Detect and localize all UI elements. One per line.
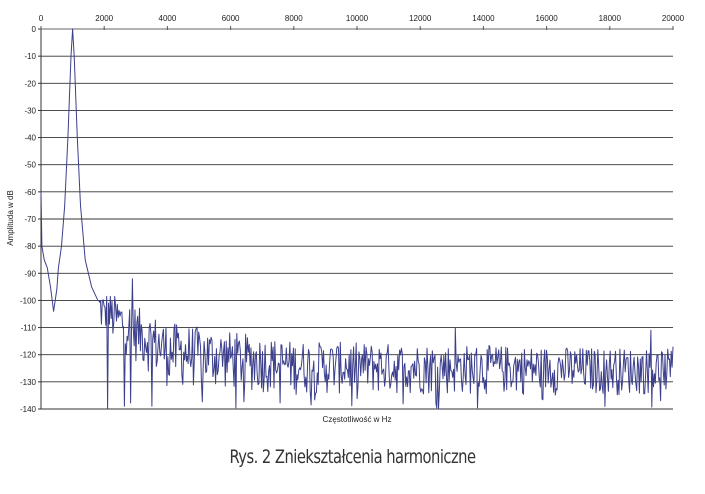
- x-tick-label: 16000: [535, 14, 558, 23]
- y-tick-label: -110: [21, 324, 37, 333]
- x-tick-label: 12000: [409, 14, 432, 23]
- x-tick-label: 18000: [599, 14, 622, 23]
- y-tick-label: -60: [24, 188, 36, 197]
- y-tick-label: -70: [24, 215, 36, 224]
- x-axis-title: Częstotliwość w Hz: [323, 415, 392, 424]
- x-tick-label: 20000: [662, 14, 685, 23]
- y-tick-label: -40: [24, 134, 36, 143]
- figure-caption: Rys. 2 Zniekształcenia harmoniczne: [229, 446, 476, 468]
- y-tick-label: -20: [24, 79, 36, 88]
- x-tick-label: 2000: [95, 14, 113, 23]
- y-tick-label: -90: [24, 269, 36, 278]
- x-tick-label: 14000: [472, 14, 495, 23]
- y-tick-label: -140: [20, 405, 37, 414]
- spectrum-chart: 0 -10 -20 -30 -40 -50 -60 -70 -80 -90 -100 -110 -120…: [6, 14, 685, 424]
- y-tick-label: -30: [24, 106, 36, 115]
- y-tick-label: -100: [20, 296, 37, 305]
- y-tick-label: -120: [20, 351, 37, 360]
- axes: 0 -10 -20 -30 -40 -50 -60 -70 -80 -90 -100 -110 -120…: [20, 14, 685, 414]
- x-tick-label: 0: [39, 14, 44, 23]
- y-tick-label: 0: [32, 25, 37, 34]
- y-tick-label: -80: [24, 242, 36, 251]
- y-tick-label: -130: [20, 378, 37, 387]
- y-tick-label: -50: [24, 161, 36, 170]
- y-tick-label: -10: [24, 52, 36, 61]
- x-tick-label: 10000: [346, 14, 369, 23]
- y-axis-title: Amplituda w dB: [6, 190, 15, 246]
- spectrum-trace: [40, 28, 674, 410]
- x-tick-label: 4000: [159, 14, 177, 23]
- x-tick-label: 6000: [222, 14, 240, 23]
- x-tick-label: 8000: [285, 14, 303, 23]
